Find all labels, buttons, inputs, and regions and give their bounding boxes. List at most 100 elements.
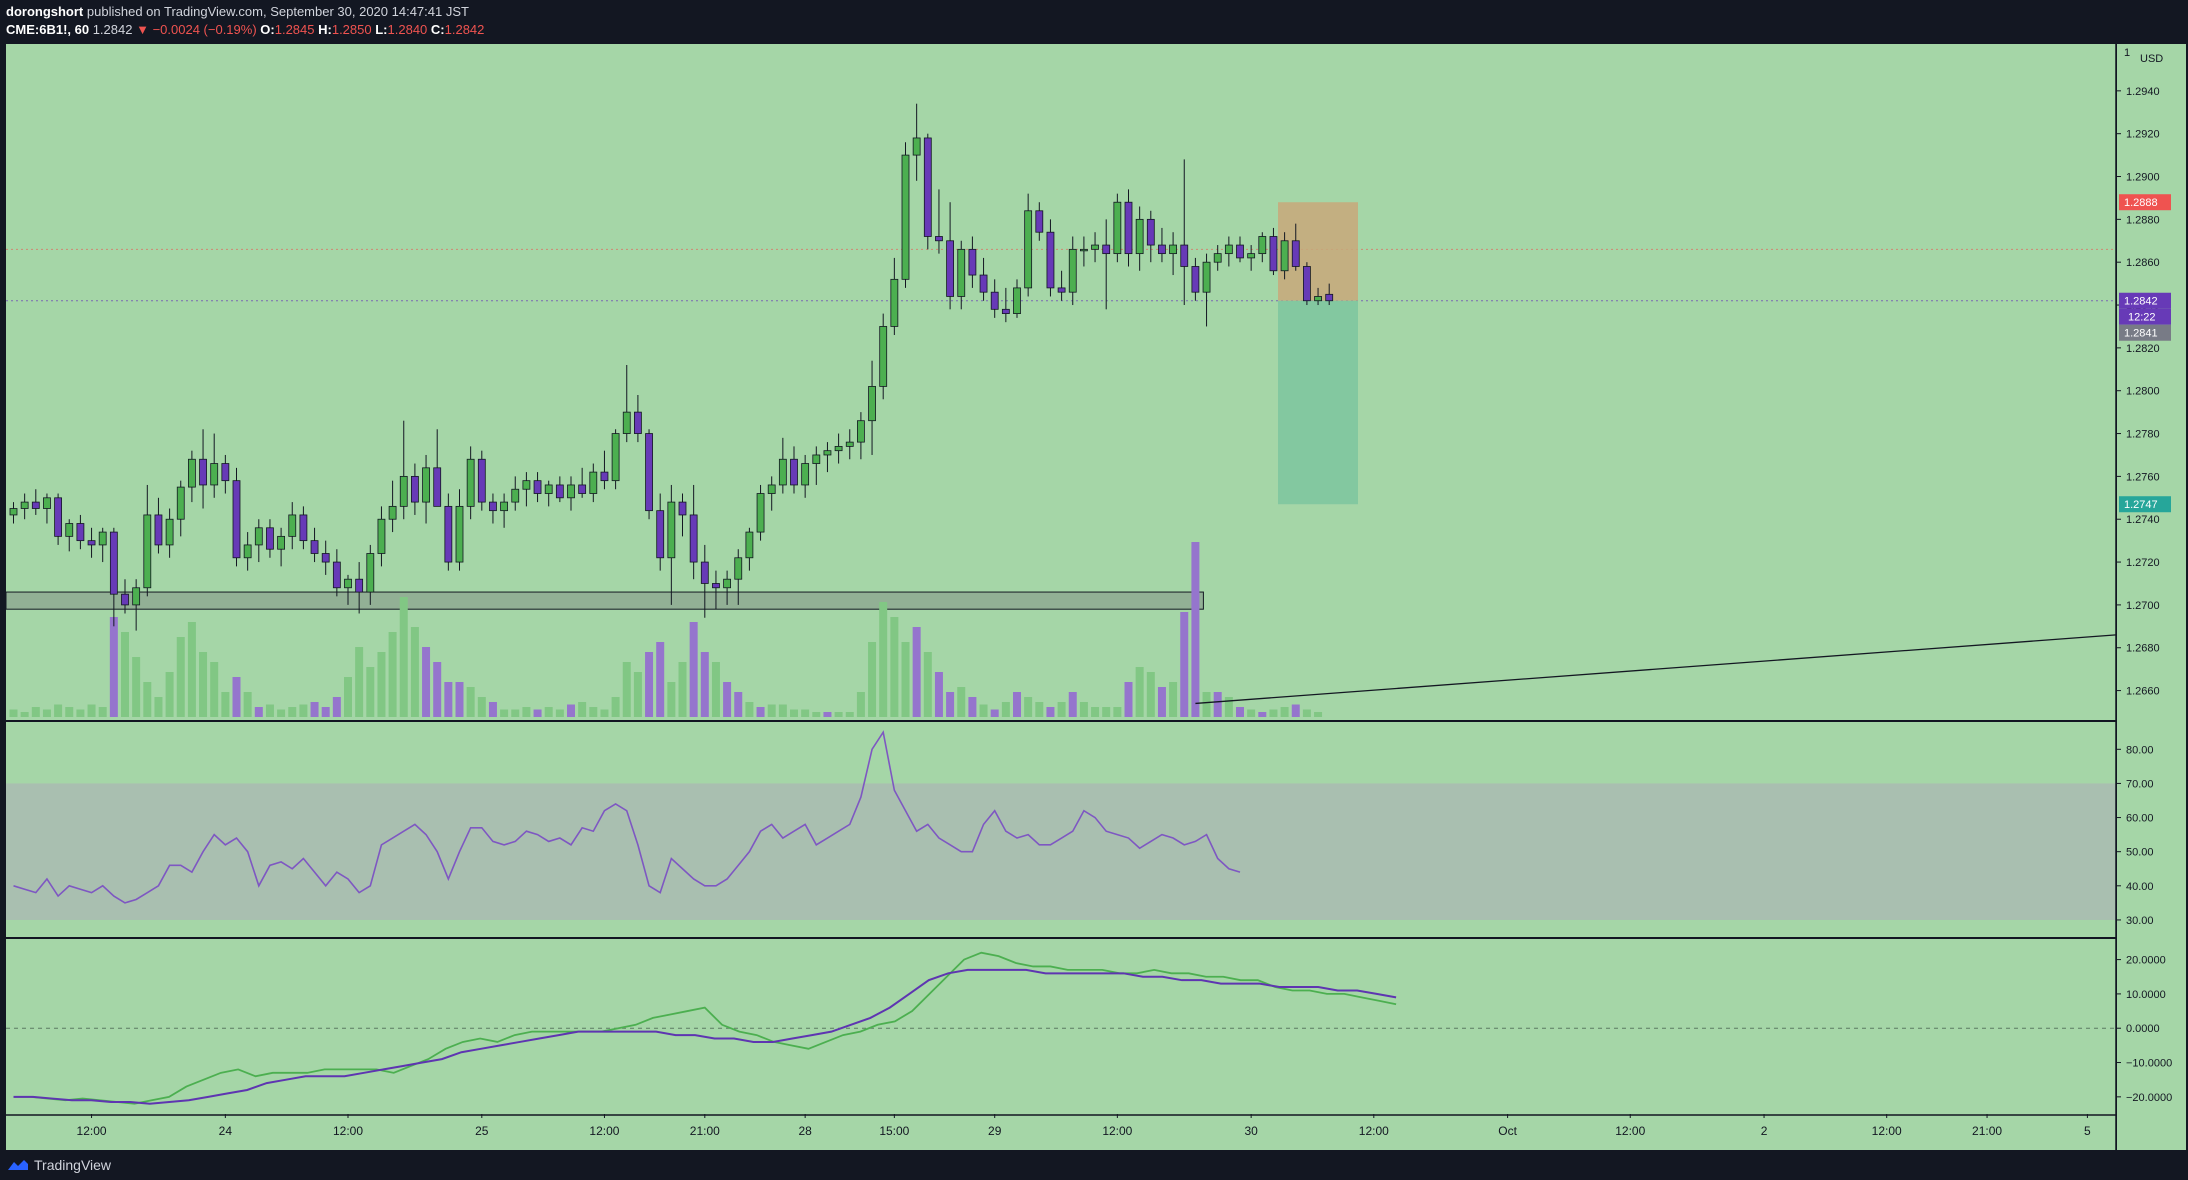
volume-bar xyxy=(968,697,977,717)
candle-body xyxy=(489,501,497,512)
candle-body xyxy=(712,583,720,589)
time-tick-label: Oct xyxy=(1498,1124,1517,1138)
candle-body xyxy=(232,480,241,559)
candle-body xyxy=(455,505,464,563)
volume-bar xyxy=(98,707,107,717)
candle-body xyxy=(344,578,352,589)
candle-body xyxy=(410,475,419,503)
volume-bar xyxy=(645,652,654,717)
candle-body xyxy=(756,493,765,533)
bid-price-tag-bg xyxy=(2119,324,2171,341)
currency-label: USD xyxy=(2140,53,2163,65)
candle-body xyxy=(31,501,40,509)
published-text: published on TradingView.com, September … xyxy=(86,4,469,19)
candle-body xyxy=(1314,296,1322,302)
volume-bar xyxy=(522,707,531,717)
volume-bar xyxy=(990,709,999,717)
price-tick-label: 1.2820 xyxy=(2126,343,2160,355)
candle-body xyxy=(377,518,386,554)
candle-body xyxy=(946,240,954,297)
candle-body xyxy=(444,505,453,563)
candle-body xyxy=(767,484,776,494)
volume-bar xyxy=(1202,692,1211,717)
candle-body xyxy=(801,463,810,486)
price-scale-top-label: 1 xyxy=(2124,47,2130,59)
volume-bar xyxy=(1291,704,1300,717)
time-tick-label: 12:00 xyxy=(1102,1124,1132,1138)
candle-body xyxy=(734,557,743,580)
candle-body xyxy=(65,523,74,537)
price-scale xyxy=(2117,44,2186,1150)
candle-body xyxy=(634,411,642,434)
candle-body xyxy=(154,514,163,546)
candle-body xyxy=(1258,236,1267,255)
volume-bar xyxy=(277,709,286,717)
ohlc-legend: CME:6B1!, 60 1.2842 ▼ −0.0024 (−0.19%) O… xyxy=(6,22,484,37)
volume-bar xyxy=(109,617,118,717)
price-tick-label: 1.2760 xyxy=(2126,471,2160,483)
candle-body xyxy=(109,531,118,595)
volume-bar xyxy=(165,672,174,717)
trendline xyxy=(1195,634,2117,705)
rsi-tick-label: 70.00 xyxy=(2126,778,2154,790)
candle-body xyxy=(823,450,832,456)
volume-bar xyxy=(1146,672,1155,717)
volume-bar xyxy=(1157,687,1166,717)
time-tick-label: 28 xyxy=(798,1124,812,1138)
rsi-line xyxy=(13,730,1241,904)
volume-bar xyxy=(500,709,509,717)
volume-bar xyxy=(1046,707,1055,717)
rsi-tick-label: 40.00 xyxy=(2126,881,2154,893)
volume-bar xyxy=(466,687,475,717)
candle-body xyxy=(857,420,865,443)
chart-area[interactable]: 1.2660 1.2680 1.2700 1.2720 1.2740 1.2760 1.27… xyxy=(0,44,2188,1150)
target-price-tag-bg xyxy=(2119,496,2171,513)
rsi-tick-label: 80.00 xyxy=(2126,744,2154,756)
signal-line xyxy=(13,968,1397,1105)
volume-bar xyxy=(801,709,810,717)
candle-body xyxy=(589,471,598,494)
target-price-tag: 1.2747 xyxy=(2124,499,2158,511)
volume-bar xyxy=(477,697,486,717)
candle-body xyxy=(1135,218,1144,255)
volume-bar xyxy=(890,617,899,717)
volume-bar xyxy=(1135,667,1144,717)
candle-body xyxy=(199,458,207,486)
symbol-label[interactable]: CME:6B1!, 60 xyxy=(6,22,90,37)
publisher-line: dorongshort published on TradingView.com… xyxy=(6,4,469,19)
time-tick-label: 12:00 xyxy=(1615,1124,1645,1138)
volume-bar xyxy=(812,712,821,717)
candle-body xyxy=(600,471,609,482)
macd-line xyxy=(13,951,1397,1105)
candle-body xyxy=(1046,231,1055,289)
volume-bar xyxy=(1113,707,1122,717)
close-label: C: xyxy=(430,22,445,37)
candle-body xyxy=(745,531,754,559)
candle-body xyxy=(879,326,888,387)
candle-body xyxy=(277,535,286,550)
volume-bar xyxy=(232,677,241,717)
brand-name[interactable]: TradingView xyxy=(34,1157,112,1173)
price-tick-label: 1.2880 xyxy=(2126,214,2160,226)
volume-bar xyxy=(355,647,364,717)
open-value: 1.2845 xyxy=(274,22,315,37)
price-tick-label: 1.2740 xyxy=(2126,514,2160,526)
time-tick-label: 21:00 xyxy=(1972,1124,2002,1138)
volume-bar xyxy=(1013,692,1021,717)
candle-body xyxy=(1202,261,1211,293)
candle-body xyxy=(689,514,698,563)
price-tick-label: 1.2920 xyxy=(2126,129,2160,141)
volume-bar xyxy=(868,642,877,717)
volume-bar xyxy=(734,692,743,717)
candle-body xyxy=(567,484,575,499)
candle-body xyxy=(544,484,553,494)
candle-body xyxy=(723,578,731,589)
candle-body xyxy=(388,505,397,520)
author-name[interactable]: dorongshort xyxy=(6,4,84,19)
volume-bar xyxy=(31,707,40,717)
candle-body xyxy=(645,433,653,512)
volume-bar xyxy=(1024,697,1033,717)
volume-bar xyxy=(678,662,687,717)
volume-bar xyxy=(1236,707,1244,717)
candle-body xyxy=(76,523,85,542)
